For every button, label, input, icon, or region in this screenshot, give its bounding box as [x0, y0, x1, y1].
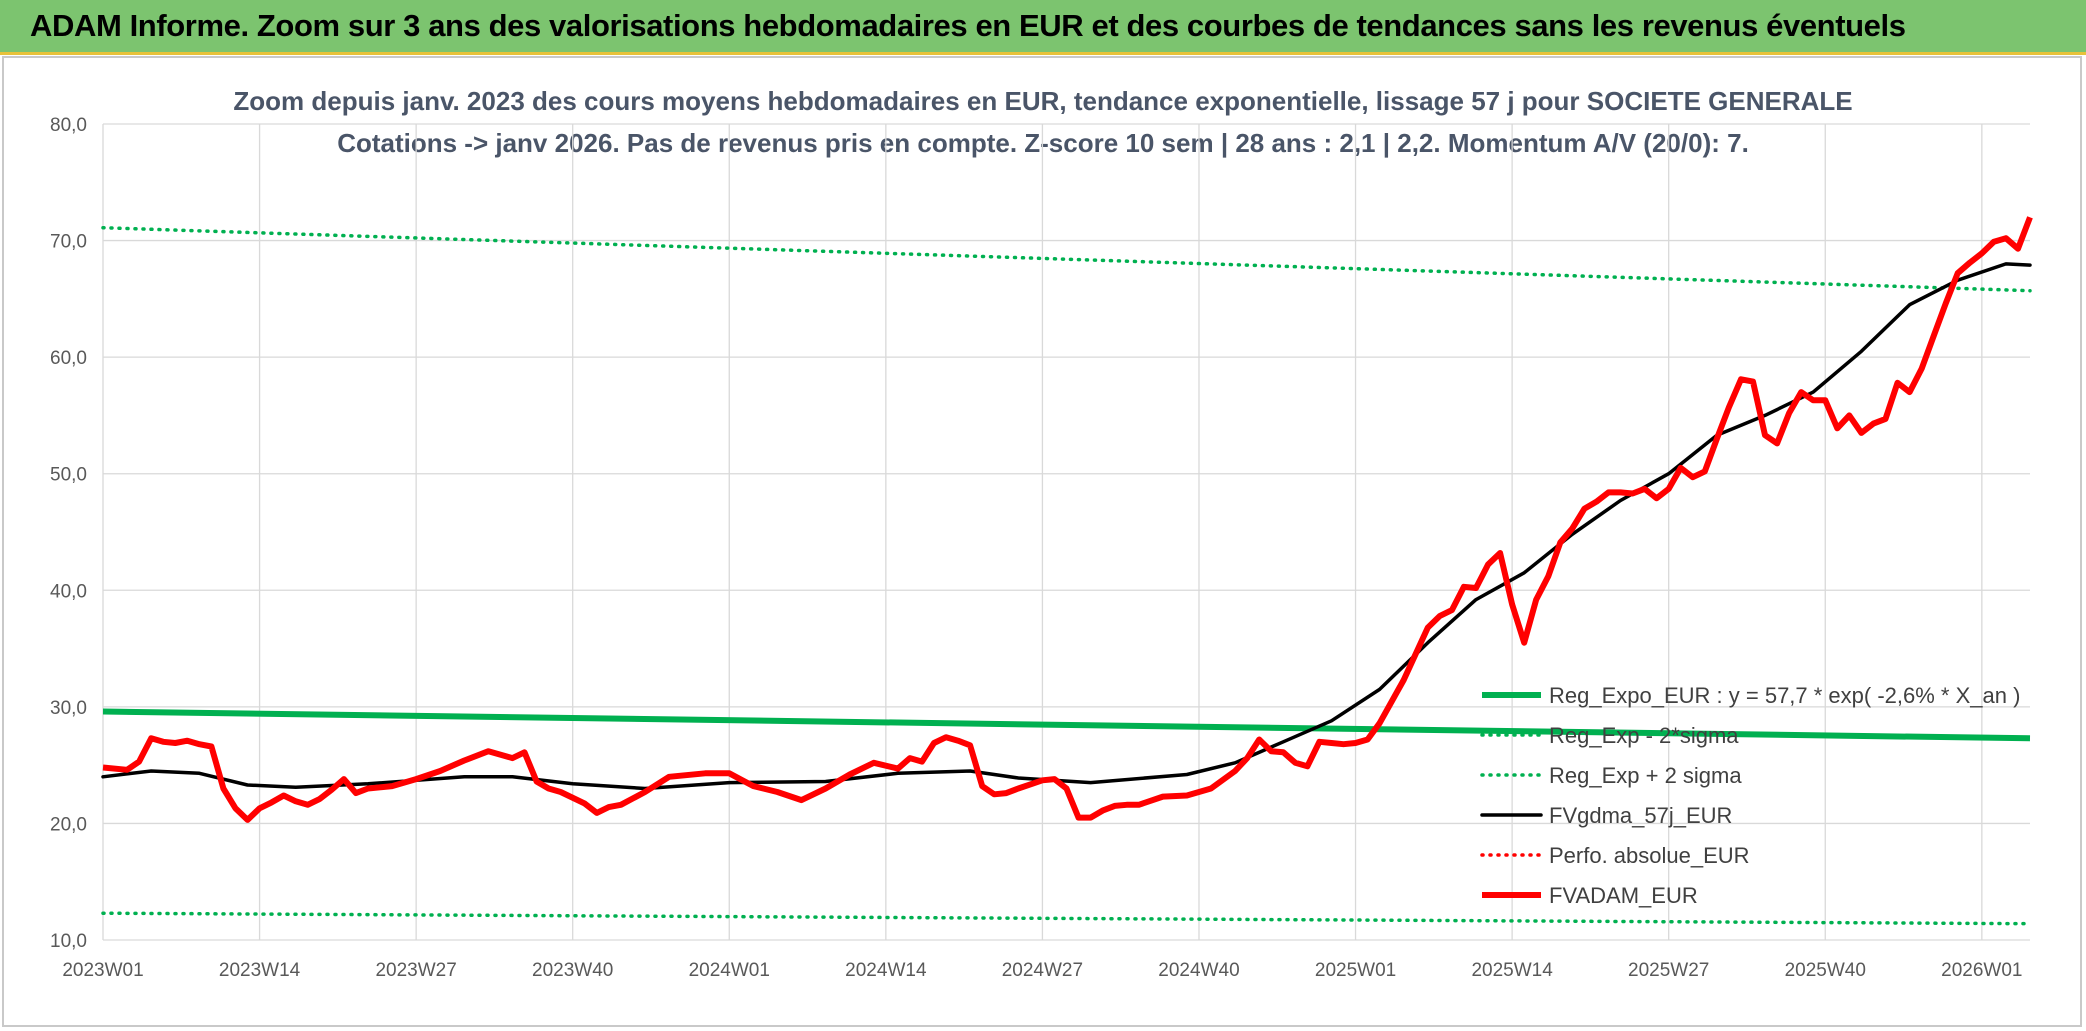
chart-frame — [2, 56, 2082, 1027]
chart-title: Zoom depuis janv. 2023 des cours moyens … — [233, 86, 1853, 116]
y-tick-label: 10,0 — [50, 931, 87, 952]
y-tick-label: 70,0 — [50, 232, 87, 253]
header-banner: ADAM Informe. Zoom sur 3 ans des valoris… — [0, 0, 2086, 55]
x-tick-label: 2023W01 — [62, 960, 143, 981]
series-line-2 — [101, 225, 2032, 293]
x-tick-label: 2023W14 — [219, 960, 301, 981]
x-tick-label: 2025W14 — [1471, 960, 1553, 981]
x-tick-label: 2024W40 — [1158, 960, 1239, 981]
x-tick-label: 2024W01 — [689, 960, 770, 981]
x-tick-label: 2023W27 — [375, 960, 456, 981]
y-tick-label: 50,0 — [50, 465, 87, 486]
legend-box — [1476, 671, 2024, 919]
x-tick-label: 2025W40 — [1785, 960, 1866, 981]
x-tick-label: 2024W27 — [1002, 960, 1083, 981]
y-tick-label: 40,0 — [50, 581, 87, 602]
x-tick-label: 2023W40 — [532, 960, 613, 981]
x-tick-label: 2025W27 — [1628, 960, 1709, 981]
series-line-3 — [101, 262, 2032, 791]
x-tick-label: 2024W14 — [845, 960, 927, 981]
legend-label: FVgdma_57j_EUR — [1549, 803, 1732, 828]
y-tick-label: 20,0 — [50, 814, 87, 835]
y-tick-label: 80,0 — [50, 115, 87, 136]
x-tick-label: 2026W01 — [1941, 960, 2022, 981]
y-tick-label: 60,0 — [50, 348, 87, 369]
report-title: ADAM Informe. Zoom sur 3 ans des valoris… — [30, 8, 1906, 43]
y-tick-label: 30,0 — [50, 698, 87, 719]
legend-label: FVADAM_EUR — [1549, 883, 1698, 908]
series-line-1 — [101, 911, 2032, 926]
series-line-5 — [102, 216, 2033, 823]
legend-label: Reg_Expo_EUR : y = 57,7 * exp( -2,6% * X… — [1549, 683, 2020, 708]
legend-label: Reg_Exp + 2 sigma — [1549, 763, 1742, 788]
series-line-0 — [102, 708, 2031, 742]
legend-label: Perfo. absolue_EUR — [1549, 843, 1750, 868]
x-tick-label: 2025W01 — [1315, 960, 1396, 981]
legend-label: Reg_Exp - 2*sigma — [1549, 723, 1739, 748]
